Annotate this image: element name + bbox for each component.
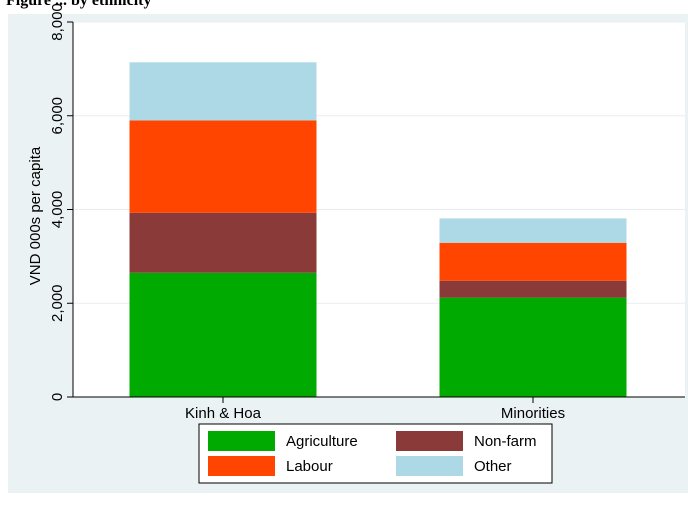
bar-segment-labour [129, 120, 317, 213]
y-tick-label: 4,000 [49, 191, 66, 229]
x-tick-label: Minorities [501, 405, 565, 422]
legend-label: Labour [286, 458, 333, 475]
y-tick-label: 2,000 [49, 284, 66, 322]
bar-segment-agriculture [129, 272, 317, 397]
figure-caption-text: Figure ... by ethnicity [6, 0, 152, 9]
legend-label: Non-farm [474, 433, 537, 450]
bar-segment-non-farm [439, 280, 627, 298]
legend-swatch-non-farm [396, 431, 463, 451]
bars [129, 62, 627, 397]
bar-segment-other [439, 218, 627, 243]
y-ticks: 0 2,000 4,000 6,000 8,000 [49, 3, 73, 401]
legend-label: Other [474, 458, 512, 475]
legend-swatch-agriculture [208, 431, 275, 451]
y-tick-label: 0 [49, 393, 66, 401]
bar-segment-agriculture [439, 297, 627, 397]
y-axis-label: VND 000s per capita [27, 146, 44, 285]
bar-segment-other [129, 62, 317, 121]
legend-swatch-other [396, 456, 463, 476]
y-tick-label: 8,000 [49, 3, 66, 41]
legend-swatch-labour [208, 456, 275, 476]
x-ticks: Kinh & Hoa Minorities [185, 397, 565, 422]
figure-caption: Figure ... by ethnicity [0, 0, 688, 14]
legend: Agriculture Non-farm Labour Other [198, 423, 553, 484]
x-tick-label: Kinh & Hoa [185, 405, 262, 422]
bar-segment-labour [439, 242, 627, 281]
y-tick-label: 6,000 [49, 97, 66, 135]
legend-label: Agriculture [286, 433, 358, 450]
bar-segment-non-farm [129, 212, 317, 273]
